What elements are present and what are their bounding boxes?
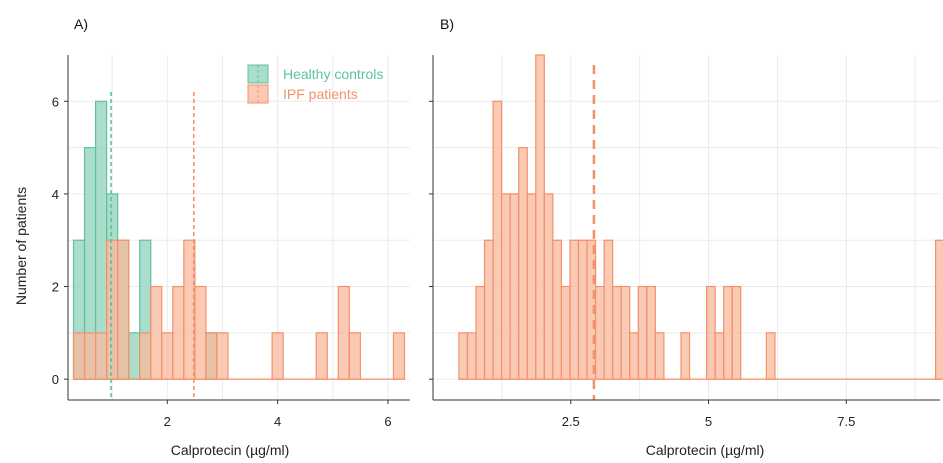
histogram-bar: [594, 285, 605, 380]
histogram-bar: [577, 239, 588, 380]
panel-a-axes: [67, 55, 410, 401]
histogram-bar: [205, 332, 218, 380]
legend-label-healthy: Healthy controls: [283, 66, 383, 82]
histogram-bar: [535, 54, 545, 380]
histogram-bar: [315, 332, 328, 380]
histogram-bar: [337, 285, 350, 380]
histogram-bar: [83, 332, 97, 380]
panel-a-mean-lines: [110, 92, 195, 400]
panel-a-legend: Healthy controls IPF patients: [247, 64, 383, 104]
panel-b-x-axis-label: Calprotecin (µg/ml): [646, 442, 765, 458]
histogram-bar: [139, 332, 152, 380]
histogram-bar: [475, 285, 486, 380]
histogram-bar: [603, 239, 614, 380]
histogram-bar: [680, 332, 691, 380]
y-tick-label: 2: [52, 280, 59, 295]
x-tick-label: 4: [274, 414, 281, 429]
histogram-bar: [646, 285, 656, 380]
histogram-bar: [194, 285, 207, 380]
histogram-bar: [552, 239, 563, 380]
histogram-bar: [501, 193, 511, 380]
panel-a-y-ticks: 0 2 4 6: [52, 94, 68, 387]
y-tick-label: 6: [52, 94, 59, 109]
histogram-bar: [106, 239, 119, 380]
histogram-bar: [150, 285, 163, 380]
histogram-bar: [271, 332, 284, 380]
histogram-bar: [654, 332, 665, 380]
histogram-bar: [348, 332, 361, 380]
panel-a-x-axis-label: Calprotecin (µg/ml): [171, 442, 290, 458]
panel-a-ipf-bars: [72, 239, 406, 380]
histogram-bar: [392, 332, 406, 380]
histogram-bar: [483, 239, 494, 380]
histogram-bar: [569, 239, 580, 380]
x-tick-label: 5: [705, 414, 712, 429]
histogram-bar: [723, 285, 733, 380]
panel-a: A) 2 4 6 0 2 4 6 Calprotecin (µg/ml) Number o…: [13, 16, 410, 458]
histogram-bar: [560, 285, 571, 380]
histogram-bar: [216, 332, 229, 380]
histogram-bar: [934, 239, 943, 380]
histogram-bar: [637, 285, 648, 380]
panel-a-label: A): [74, 16, 88, 32]
histogram-bar: [765, 332, 776, 380]
x-tick-label: 7.5: [837, 414, 855, 429]
x-tick-label: 6: [384, 414, 391, 429]
histogram-bar: [94, 332, 108, 380]
legend-label-ipf: IPF patients: [283, 86, 358, 102]
histogram-bar: [612, 285, 622, 380]
x-tick-label: 2.5: [562, 414, 580, 429]
histogram-bar: [458, 332, 469, 380]
panel-b-x-ticks: 2.5 5 7.5: [562, 400, 855, 429]
histogram-bar: [629, 332, 639, 380]
histogram-bar: [72, 332, 86, 380]
histogram-bar: [543, 193, 554, 380]
histogram-bar: [117, 239, 130, 380]
panel-b: B) 2.5 5 7.5 Calprotecin (µg/ml): [429, 16, 943, 458]
histogram-bar: [518, 147, 528, 380]
panel-a-x-ticks: 2 4 6: [164, 400, 392, 429]
histogram-bar: [620, 285, 631, 380]
histogram-bar: [466, 332, 477, 380]
y-tick-label: 4: [52, 187, 59, 202]
panel-a-y-axis-label: Number of patients: [13, 187, 29, 305]
x-tick-label: 2: [164, 414, 171, 429]
histogram-bar: [172, 285, 185, 380]
panel-b-ipf-bars: [458, 54, 943, 380]
histogram-bar: [161, 332, 174, 380]
histogram-bar: [509, 193, 520, 380]
histogram-bar: [706, 285, 716, 380]
panel-b-axes: [432, 55, 940, 401]
histogram-bar: [714, 332, 725, 380]
panel-b-label: B): [440, 16, 454, 32]
histogram-bar: [128, 332, 141, 380]
histogram-bar: [731, 285, 742, 380]
panel-b-y-ticks: [429, 100, 433, 380]
histogram-bar: [526, 193, 537, 380]
histogram-bar: [492, 100, 503, 380]
y-tick-label: 0: [52, 372, 59, 387]
